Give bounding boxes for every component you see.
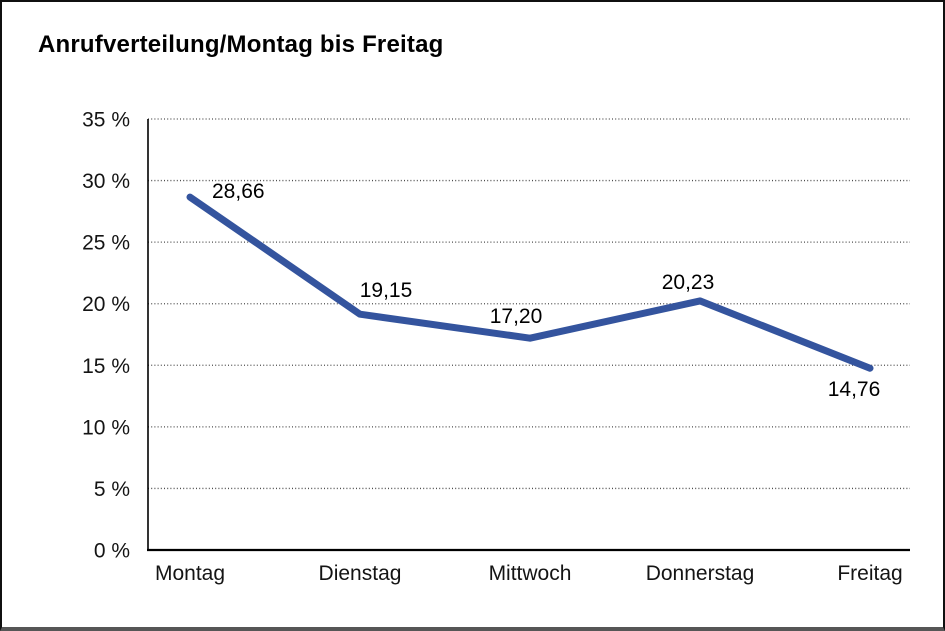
value-label: 28,66 <box>212 180 265 203</box>
y-tick-label: 10 % <box>82 416 130 439</box>
y-tick-label: 5 % <box>94 478 130 501</box>
value-labels: 28,66 19,15 17,20 20,23 14,76 <box>212 180 880 401</box>
x-category-label: Montag <box>155 562 225 585</box>
y-tick-label: 30 % <box>82 170 130 193</box>
y-tick-label: 0 % <box>94 540 130 563</box>
value-label: 17,20 <box>490 305 543 328</box>
y-tick-label: 35 % <box>82 109 130 132</box>
chart-title: Anrufverteilung/Montag bis Freitag <box>38 31 444 58</box>
y-tick-label: 20 % <box>82 293 130 316</box>
value-label: 19,15 <box>360 279 413 302</box>
x-category-label: Donnerstag <box>646 562 755 585</box>
y-tick-label: 15 % <box>82 355 130 378</box>
y-tick-labels: 0 % 5 % 10 % 15 % 20 % 25 % 30 % 35 % <box>82 109 130 563</box>
x-category-labels: Montag Dienstag Mittwoch Donnerstag Freitag <box>155 562 903 585</box>
y-tick-label: 25 % <box>82 232 130 255</box>
x-category-label: Freitag <box>837 562 902 585</box>
value-label: 20,23 <box>662 271 715 294</box>
gridlines <box>148 118 910 490</box>
series-line <box>186 193 874 372</box>
value-label: 14,76 <box>828 378 881 401</box>
x-category-label: Dienstag <box>319 562 402 585</box>
x-category-label: Mittwoch <box>489 562 572 585</box>
